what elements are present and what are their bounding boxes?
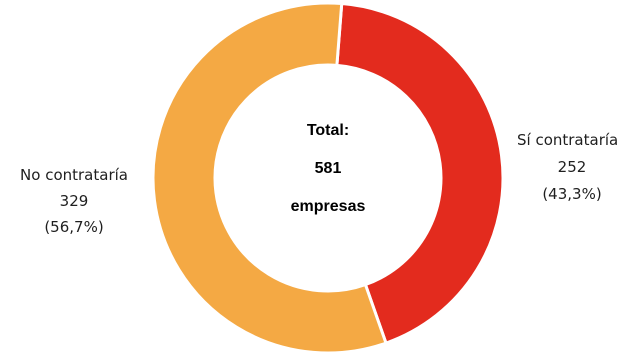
center-label-total: Total: bbox=[307, 122, 349, 139]
slice-label-si-percent: (43,3%) bbox=[542, 185, 601, 203]
slice-label-no-value: 329 bbox=[60, 192, 89, 210]
slice-label-si: Sí contrataría 252 (43,3%) bbox=[517, 131, 618, 203]
slice-label-si-name: Sí contrataría bbox=[517, 131, 618, 149]
slice-label-no: No contrataría 329 (56,7%) bbox=[20, 166, 128, 236]
center-label-group: Total: 581 empresas bbox=[291, 122, 366, 215]
slice-no-contrataria bbox=[151, 1, 388, 355]
slice-label-si-value: 252 bbox=[558, 158, 587, 176]
center-label-count: 581 bbox=[315, 160, 342, 177]
center-label-unit: empresas bbox=[291, 198, 366, 215]
slice-label-no-name: No contrataría bbox=[20, 166, 128, 184]
slice-si-contrataria bbox=[335, 1, 505, 346]
slice-label-no-percent: (56,7%) bbox=[44, 218, 103, 236]
donut-slices bbox=[151, 1, 505, 355]
